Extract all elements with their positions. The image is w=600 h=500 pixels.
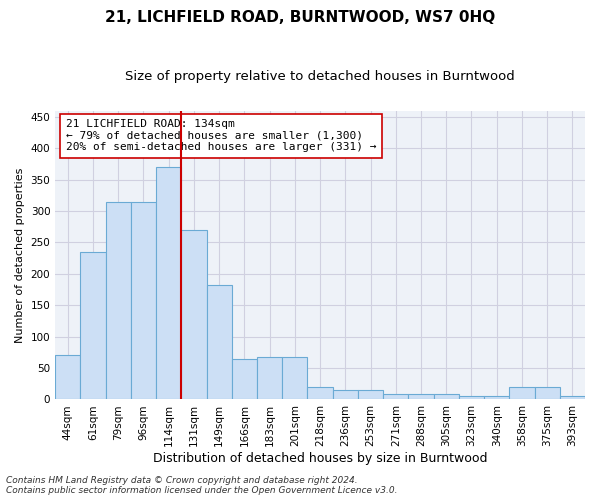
Text: Contains HM Land Registry data © Crown copyright and database right 2024.
Contai: Contains HM Land Registry data © Crown c… <box>6 476 398 495</box>
Bar <box>358 390 383 400</box>
Bar <box>55 356 80 400</box>
Bar <box>181 230 206 400</box>
Bar <box>282 357 307 400</box>
X-axis label: Distribution of detached houses by size in Burntwood: Distribution of detached houses by size … <box>153 452 487 465</box>
Bar <box>509 387 535 400</box>
Bar <box>206 284 232 400</box>
Bar <box>535 387 560 400</box>
Bar <box>383 394 409 400</box>
Title: Size of property relative to detached houses in Burntwood: Size of property relative to detached ho… <box>125 70 515 83</box>
Bar <box>307 387 332 400</box>
Bar <box>131 202 156 400</box>
Bar <box>434 394 459 400</box>
Bar <box>409 394 434 400</box>
Bar <box>257 357 282 400</box>
Bar <box>232 358 257 400</box>
Bar <box>560 396 585 400</box>
Text: 21, LICHFIELD ROAD, BURNTWOOD, WS7 0HQ: 21, LICHFIELD ROAD, BURNTWOOD, WS7 0HQ <box>105 10 495 25</box>
Bar <box>459 396 484 400</box>
Bar <box>80 252 106 400</box>
Bar <box>106 202 131 400</box>
Bar <box>332 390 358 400</box>
Bar <box>156 167 181 400</box>
Text: 21 LICHFIELD ROAD: 134sqm
← 79% of detached houses are smaller (1,300)
20% of se: 21 LICHFIELD ROAD: 134sqm ← 79% of detac… <box>66 119 376 152</box>
Bar <box>484 396 509 400</box>
Y-axis label: Number of detached properties: Number of detached properties <box>15 168 25 342</box>
